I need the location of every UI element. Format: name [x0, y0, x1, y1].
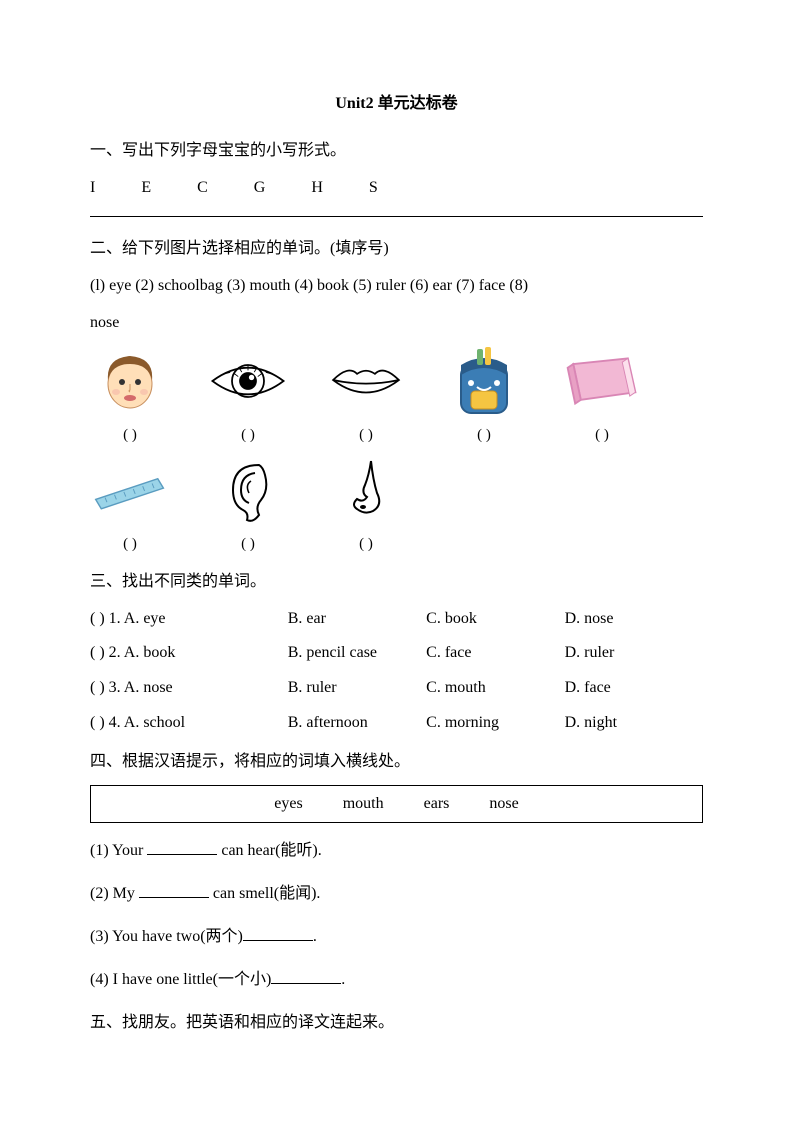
face-image — [90, 346, 170, 416]
word-bank-item: eyes — [274, 795, 302, 812]
ruler-image — [90, 455, 170, 525]
q-opt: B. afternoon — [288, 709, 426, 738]
answer-blank[interactable]: ( ) — [123, 422, 137, 449]
eye-image — [208, 346, 288, 416]
section-5-head: 五、找朋友。把英语和相应的译文连起来。 — [90, 1009, 703, 1038]
word-bank: eyes mouth ears nose — [90, 785, 703, 824]
image-row-2: ( ) ( ) ( ) — [90, 455, 703, 558]
answer-blank[interactable]: ( ) — [241, 422, 255, 449]
word-bank-item: nose — [489, 795, 518, 812]
letter: G — [254, 174, 266, 203]
mouth-image — [326, 346, 406, 416]
q-opt: C. face — [426, 639, 564, 668]
word-bank-item: ears — [424, 795, 450, 812]
q-stem[interactable]: ( ) 4. A. school — [90, 709, 288, 738]
answer-blank[interactable]: ( ) — [359, 422, 373, 449]
section-3-head: 三、找出不同类的单词。 — [90, 568, 703, 597]
q-opt: C. mouth — [426, 674, 564, 703]
letter: I — [90, 174, 95, 203]
fill-line: (3) You have two(两个). — [90, 923, 703, 952]
fill-line: (2) My can smell(能闻). — [90, 880, 703, 909]
fill-post: . — [341, 971, 345, 988]
q-opt: D. ruler — [565, 639, 703, 668]
q-opt: D. night — [565, 709, 703, 738]
q-opt: C. book — [426, 605, 564, 634]
answer-blank[interactable]: ( ) — [241, 531, 255, 558]
ear-image — [208, 455, 288, 525]
page-title: Unit2 单元达标卷 — [90, 90, 703, 119]
letter: H — [311, 174, 323, 203]
q-stem[interactable]: ( ) 2. A. book — [90, 639, 288, 668]
letter: E — [141, 174, 151, 203]
schoolbag-image — [444, 346, 524, 416]
q-opt: B. pencil case — [288, 639, 426, 668]
q-opt: D. face — [565, 674, 703, 703]
answer-line[interactable] — [90, 216, 703, 217]
book-image — [562, 346, 642, 416]
blank-input[interactable] — [271, 970, 341, 984]
fill-line: (1) Your can hear(能听). — [90, 837, 703, 866]
answer-blank[interactable]: ( ) — [123, 531, 137, 558]
image-row-1: ( ) ( ) ( — [90, 346, 703, 449]
q-stem[interactable]: ( ) 3. A. nose — [90, 674, 288, 703]
question-table: ( ) 1. A. eyeB. earC. bookD. nose ( ) 2.… — [90, 605, 703, 738]
blank-input[interactable] — [243, 927, 313, 941]
section-1-head: 一、写出下列字母宝宝的小写形式。 — [90, 137, 703, 166]
answer-blank[interactable]: ( ) — [359, 531, 373, 558]
letter-row: I E C G H S — [90, 174, 703, 203]
answer-blank[interactable]: ( ) — [477, 422, 491, 449]
fill-post: can hear(能听). — [217, 842, 321, 859]
word-options-line2: nose — [90, 309, 703, 338]
fill-line: (4) I have one little(一个小). — [90, 966, 703, 995]
q-opt: B. ruler — [288, 674, 426, 703]
blank-input[interactable] — [139, 884, 209, 898]
letter: C — [197, 174, 208, 203]
blank-input[interactable] — [147, 841, 217, 855]
fill-post: can smell(能闻). — [209, 885, 321, 902]
word-options-line1: (l) eye (2) schoolbag (3) mouth (4) book… — [90, 272, 703, 301]
q-stem[interactable]: ( ) 1. A. eye — [90, 605, 288, 634]
fill-pre: (2) My — [90, 885, 139, 902]
word-bank-item: mouth — [343, 795, 384, 812]
fill-pre: (1) Your — [90, 842, 147, 859]
answer-blank[interactable]: ( ) — [595, 422, 609, 449]
nose-image — [326, 455, 406, 525]
fill-pre: (4) I have one little(一个小) — [90, 971, 271, 988]
q-opt: B. ear — [288, 605, 426, 634]
section-2-head: 二、给下列图片选择相应的单词。(填序号) — [90, 235, 703, 264]
fill-pre: (3) You have two(两个) — [90, 928, 243, 945]
q-opt: D. nose — [565, 605, 703, 634]
letter: S — [369, 174, 378, 203]
fill-post: . — [313, 928, 317, 945]
q-opt: C. morning — [426, 709, 564, 738]
section-4-head: 四、根据汉语提示，将相应的词填入横线处。 — [90, 748, 703, 777]
